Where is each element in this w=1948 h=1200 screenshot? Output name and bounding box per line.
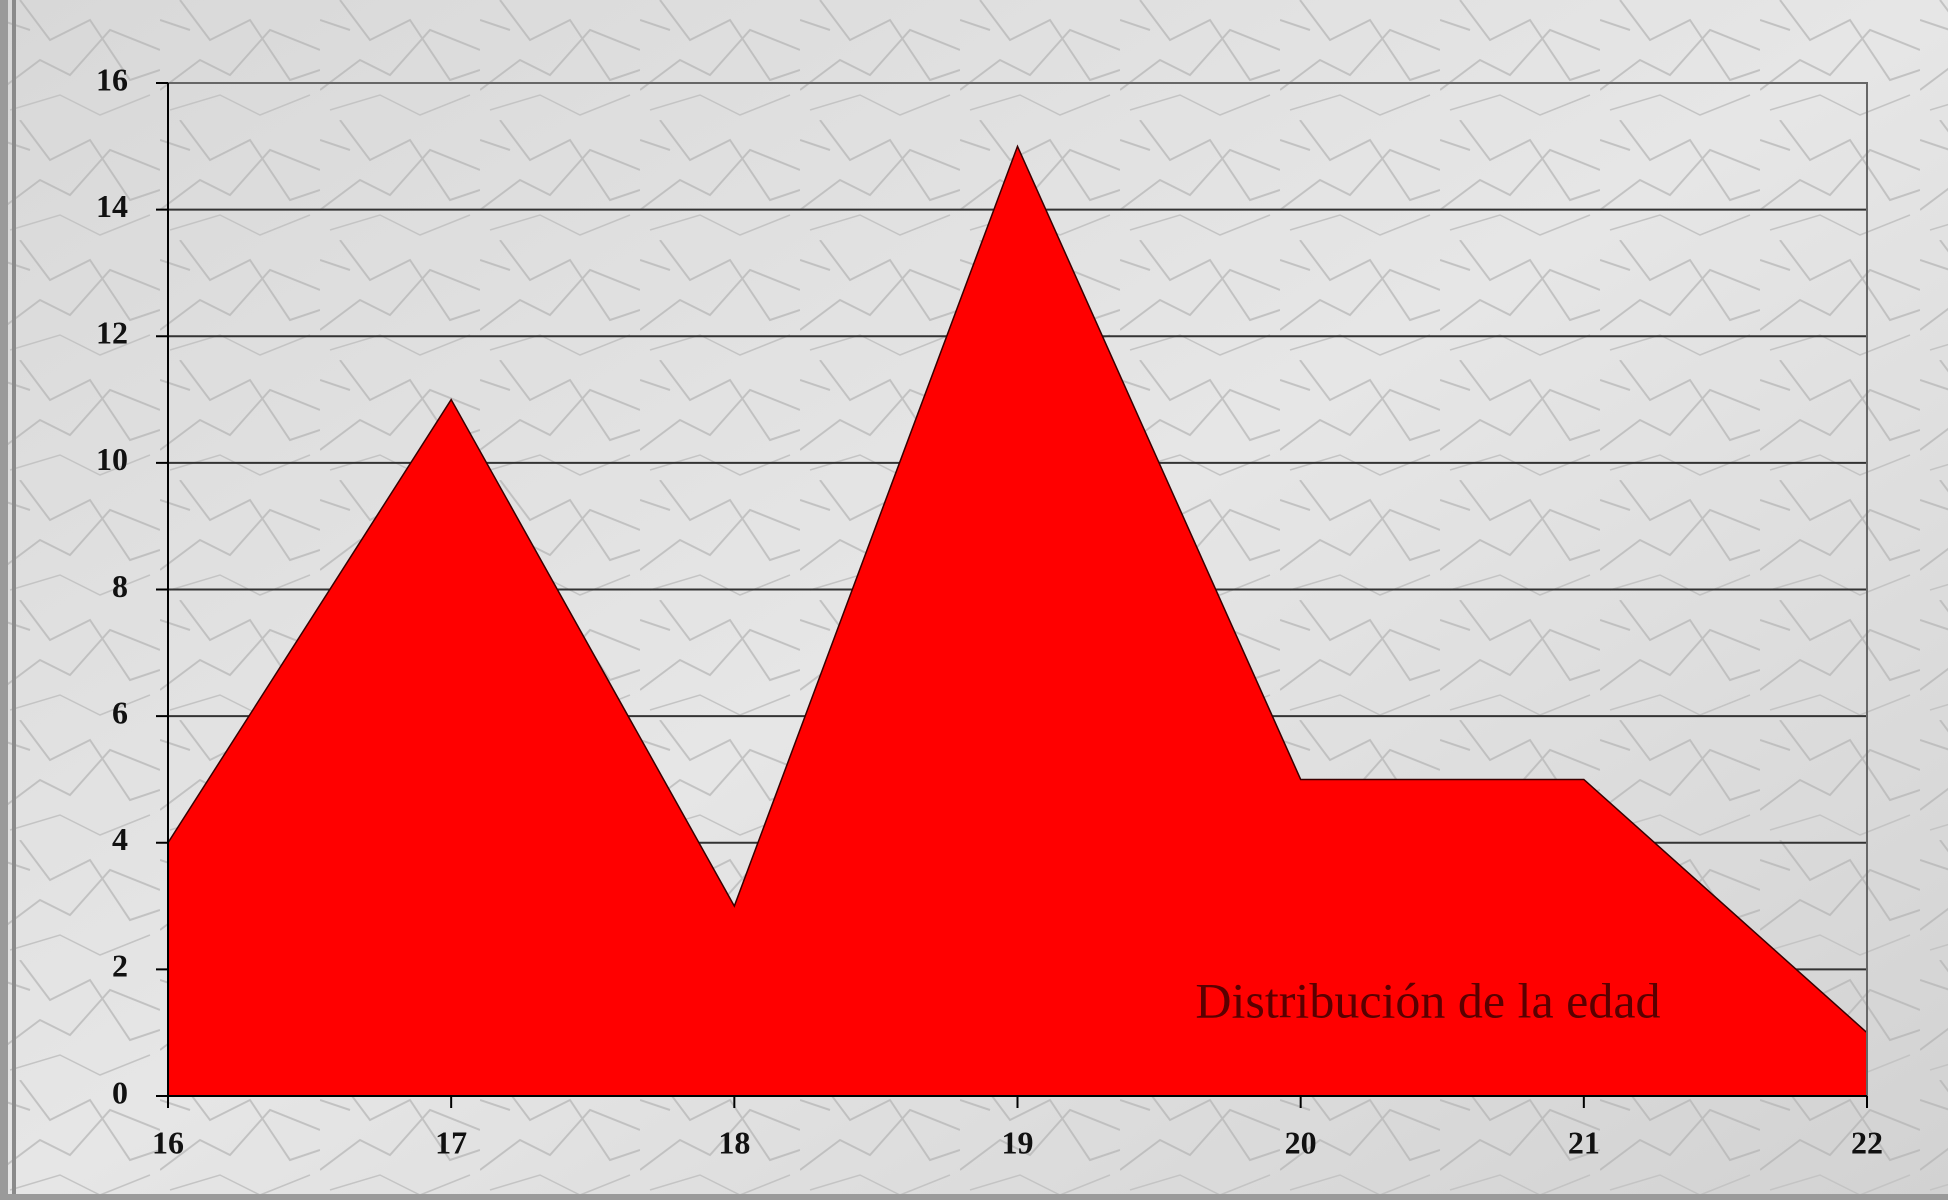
y-tick-label: 0 (112, 1074, 128, 1110)
x-tick-label: 20 (1285, 1124, 1317, 1160)
y-tick-label: 2 (112, 948, 128, 984)
y-tick-label: 6 (112, 694, 128, 730)
y-tick-label: 12 (96, 315, 128, 351)
x-tick-label: 22 (1851, 1124, 1883, 1160)
x-tick-label: 16 (152, 1124, 184, 1160)
left-border (12, 0, 16, 1200)
y-tick-label: 16 (96, 61, 128, 97)
plot: 0 2 4 6 8 10 12 14 16 16 17 18 19 20 21 22 (96, 61, 1883, 1160)
x-tick-label: 17 (435, 1124, 467, 1160)
chart-title: Distribución de la edad (1195, 972, 1660, 1028)
x-tick-label: 19 (1002, 1124, 1034, 1160)
y-tick-label: 10 (96, 441, 128, 477)
x-tick-label: 18 (718, 1124, 750, 1160)
y-tick-label: 8 (112, 568, 128, 604)
y-tick-label: 4 (112, 821, 128, 857)
x-tick-label: 21 (1568, 1124, 1600, 1160)
left-border (0, 0, 8, 1200)
y-tick-label: 14 (96, 188, 128, 224)
bottom-border (0, 1194, 1948, 1200)
